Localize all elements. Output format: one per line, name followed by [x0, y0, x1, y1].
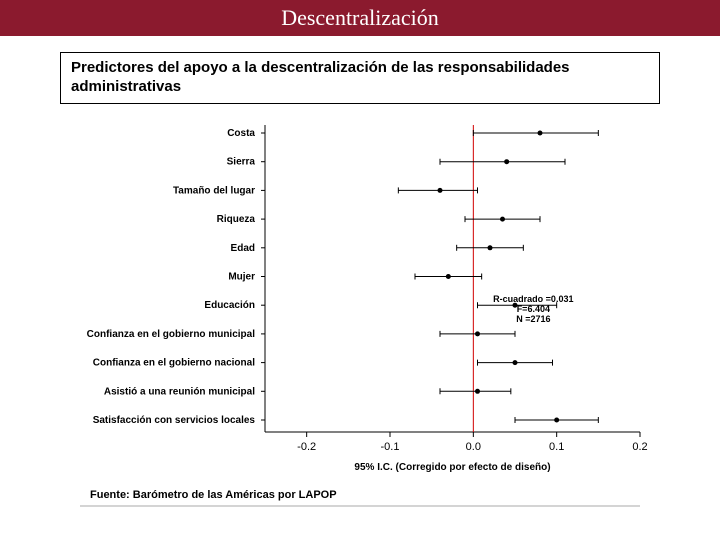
svg-text:Confianza en el gobierno munic: Confianza en el gobierno municipal	[87, 329, 256, 340]
svg-text:Costa: Costa	[227, 128, 255, 139]
svg-text:F=6.404: F=6.404	[517, 304, 550, 314]
svg-text:Educación: Educación	[204, 300, 255, 311]
page-title: Descentralización	[281, 5, 439, 31]
svg-text:Confianza en el gobierno nacio: Confianza en el gobierno nacional	[93, 358, 255, 369]
svg-text:95% I.C. (Corregido por efecto: 95% I.C. (Corregido por efecto de diseño…	[354, 462, 550, 473]
svg-text:Fuente: Barómetro de las Améri: Fuente: Barómetro de las Américas por LA…	[90, 489, 337, 501]
svg-text:Asistió a una reunión municipa: Asistió a una reunión municipal	[104, 386, 255, 397]
svg-text:N =2716: N =2716	[516, 314, 550, 324]
svg-text:-0.1: -0.1	[381, 441, 400, 453]
svg-text:0.2: 0.2	[632, 441, 647, 453]
page-header: Descentralización	[0, 0, 720, 36]
svg-text:R-cuadrado =0.031: R-cuadrado =0.031	[493, 294, 573, 304]
svg-text:Mujer: Mujer	[228, 272, 255, 283]
svg-text:Edad: Edad	[231, 243, 255, 254]
svg-text:Sierra: Sierra	[227, 157, 256, 168]
subtitle-box: Predictores del apoyo a la descentraliza…	[60, 52, 660, 104]
subtitle-text: Predictores del apoyo a la descentraliza…	[71, 59, 570, 95]
chart-container: -0.2 -0.1 0.0 0.1 0.2 Costa Sierra Tamaño del l…	[0, 115, 720, 540]
forest-plot: -0.2 -0.1 0.0 0.1 0.2 Costa Sierra Tamaño del l…	[0, 115, 720, 515]
svg-text:0.1: 0.1	[549, 441, 564, 453]
svg-text:-0.2: -0.2	[297, 441, 316, 453]
svg-text:Riqueza: Riqueza	[217, 214, 256, 225]
svg-text:Satisfacción con servicios loc: Satisfacción con servicios locales	[93, 415, 256, 426]
svg-text:0.0: 0.0	[466, 441, 481, 453]
svg-text:Tamaño del lugar: Tamaño del lugar	[173, 185, 255, 196]
